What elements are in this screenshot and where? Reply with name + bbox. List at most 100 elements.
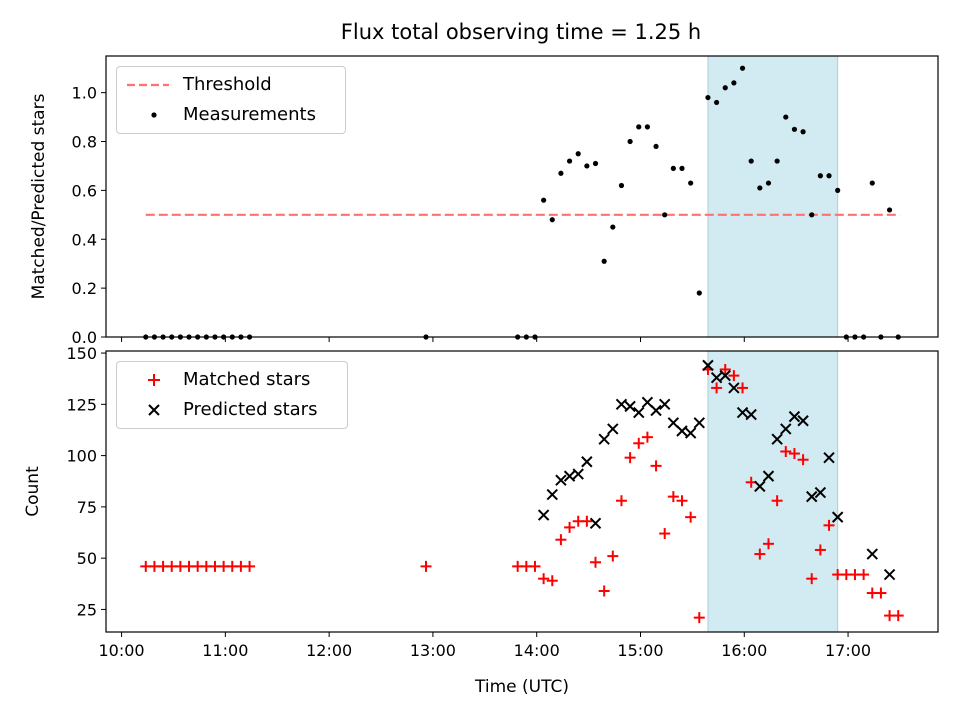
bottom-plot-marks: [140, 359, 904, 624]
matched-star-marker: [762, 538, 774, 550]
bottom-axes-frame: [105, 350, 939, 633]
x-tick-label: 10:00: [99, 641, 145, 660]
dashed-line-icon: [127, 83, 169, 87]
predicted-star-marker: [563, 470, 576, 482]
measurement-point: [601, 258, 607, 264]
measurement-point: [757, 185, 763, 191]
x-tick-label: 13:00: [410, 641, 456, 660]
measurement-point: [662, 212, 668, 218]
predicted-star-marker: [754, 480, 766, 493]
matched-star-marker: [607, 550, 619, 562]
measurement-point: [575, 151, 581, 157]
predicted-star-marker: [710, 371, 723, 384]
y-tick-label: 150: [66, 344, 97, 363]
measurement-point: [739, 65, 746, 71]
predicted-star-marker: [537, 509, 550, 521]
matched-star-marker: [650, 460, 662, 472]
predicted-star-marker: [728, 382, 740, 394]
matched-star-marker: [693, 612, 705, 624]
top-x-axis-ticks: [121, 337, 849, 342]
matched-star-marker: [788, 448, 800, 460]
legend-label-measurements: Measurements: [183, 104, 316, 125]
predicted-star-marker: [615, 398, 628, 411]
matched-star-marker: [754, 548, 766, 560]
dot-icon: [151, 112, 157, 118]
predicted-star-marker: [676, 425, 688, 437]
measurement-point: [627, 138, 633, 145]
measurement-point: [610, 224, 616, 230]
top-y-axis-label: Matched/Predicted stars: [29, 93, 49, 299]
measurement-point: [835, 187, 841, 193]
measurement-point: [809, 212, 815, 218]
matched-star-marker: [737, 382, 749, 394]
legend-item-matched: Matched stars: [117, 368, 347, 392]
measurement-point: [886, 207, 893, 213]
matched-star-marker: [823, 519, 835, 531]
predicted-star-marker: [719, 369, 731, 382]
predicted-star-marker: [788, 410, 801, 423]
top-legend: Threshold Measurements: [116, 66, 346, 134]
measurement-point: [541, 197, 547, 203]
y-tick-label: 0.0: [72, 328, 97, 347]
bottom-y-axis: 25 50 75 100 125 150: [66, 344, 106, 619]
bottom-x-axis: 10:00 11:00 12:00 13:00 14:00 15:00 16:00 17:00: [99, 632, 871, 660]
x-tick-label: 17:00: [825, 641, 871, 660]
predicted-star-marker: [831, 511, 844, 523]
y-tick-label: 0.8: [72, 133, 97, 152]
x-tick-label: 12:00: [306, 641, 352, 660]
predicted-star-marker: [684, 427, 697, 439]
x-tick-label: 16:00: [721, 641, 767, 660]
matched-star-marker: [244, 560, 256, 572]
x-tick-label: 14:00: [514, 641, 560, 660]
predicted-star-marker: [589, 517, 602, 529]
legend-label-matched: Matched stars: [183, 369, 311, 390]
x-tick-label: 15:00: [617, 641, 663, 660]
matched-star-marker: [615, 495, 627, 507]
top-highlight-band: [707, 55, 839, 338]
matched-star-marker: [420, 560, 432, 572]
x-axis-label: Time (UTC): [474, 677, 569, 697]
measurement-point: [688, 180, 694, 186]
legend-item-predicted: Predicted stars: [117, 398, 347, 422]
matched-star-marker: [797, 454, 809, 466]
predicted-star-marker: [641, 396, 654, 408]
predicted-star-marker: [780, 423, 792, 435]
predicted-star-marker: [702, 359, 714, 372]
predicted-star-marker: [546, 488, 558, 501]
measurement-point: [670, 165, 676, 171]
matched-star-marker: [711, 382, 723, 394]
matched-star-marker: [875, 587, 887, 599]
measurement-point: [549, 217, 555, 223]
matched-star-marker: [806, 573, 818, 585]
matched-star-marker: [676, 495, 688, 507]
matched-star-marker: [546, 575, 558, 587]
matched-star-marker: [771, 495, 783, 507]
bottom-panel: 25 50 75 100 125 150 10:00 11:00 12:00 13:00 14:0…: [23, 344, 939, 697]
matched-star-marker: [529, 560, 541, 572]
y-tick-label: 125: [66, 395, 97, 414]
measurement-point: [679, 165, 685, 171]
predicted-star-marker: [598, 433, 610, 445]
predicted-star-marker: [762, 470, 775, 482]
y-tick-label: 0.4: [72, 230, 97, 249]
measurement-point: [713, 99, 720, 106]
matched-star-marker: [659, 528, 671, 540]
legend-item-threshold: Threshold: [117, 73, 345, 97]
measurement-point: [722, 85, 728, 91]
measurement-point: [558, 170, 564, 176]
predicted-star-marker: [814, 486, 827, 499]
matched-star-marker: [624, 452, 636, 464]
matched-star-marker: [555, 534, 567, 546]
top-y-axis: 0.0 0.2 0.4 0.6 0.8 1.0: [72, 84, 106, 347]
measurement-point: [592, 160, 599, 167]
y-tick-label: 100: [66, 447, 97, 466]
x-tick-label: 11:00: [202, 641, 248, 660]
y-tick-label: 75: [77, 498, 97, 517]
predicted-star-marker: [771, 433, 783, 445]
predicted-star-marker: [797, 415, 809, 427]
measurement-point: [636, 124, 642, 130]
measurement-point: [783, 114, 789, 120]
top-plot-marks: [143, 65, 901, 340]
matched-star-marker: [538, 573, 550, 585]
